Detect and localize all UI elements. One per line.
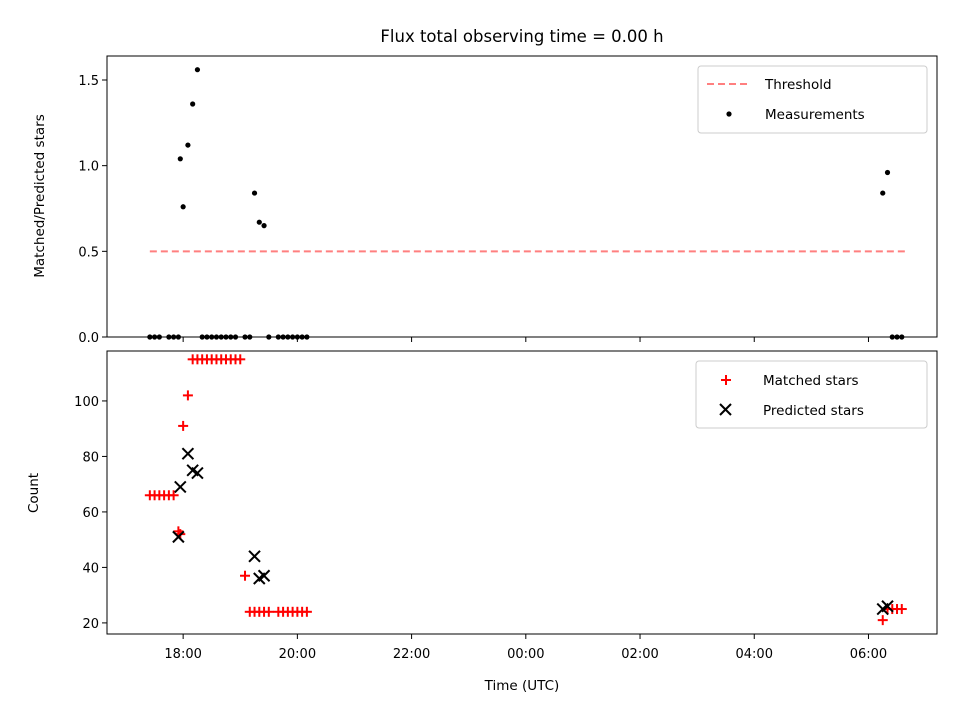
top-y-tick-label: 0.5 <box>78 245 99 260</box>
matched-star-point <box>182 390 193 401</box>
matched-star-point <box>896 604 907 615</box>
legend-measurements-label: Measurements <box>765 107 865 123</box>
x-tick-label: 22:00 <box>393 647 430 662</box>
matched-star-point <box>235 354 246 365</box>
bottom-y-tick-label: 40 <box>82 561 99 576</box>
predicted-star-point <box>191 466 204 480</box>
bottom-legend: Matched stars Predicted stars <box>695 360 928 429</box>
measurement-point <box>261 223 267 229</box>
top-legend-box <box>697 65 928 134</box>
measurement-point <box>884 169 891 176</box>
x-tick-label: 00:00 <box>507 647 544 662</box>
legend-measurements-swatch <box>726 111 732 117</box>
measurement-point <box>251 190 258 196</box>
legend-predicted-label: Predicted stars <box>763 403 864 419</box>
top-y-ticks: 0.0 0.5 1.0 1.5 <box>78 74 107 346</box>
top-legend: Threshold Measurements <box>697 65 928 134</box>
x-tick-label: 20:00 <box>279 647 316 662</box>
measurement-point <box>190 101 196 107</box>
matched-star-point <box>178 420 189 431</box>
predicted-star-point <box>881 600 894 613</box>
matched-star-point <box>263 606 274 617</box>
measurement-point <box>194 67 201 73</box>
legend-matched-swatch <box>721 375 731 385</box>
bottom-y-tick-label: 20 <box>82 617 99 632</box>
measurement-point <box>180 204 186 210</box>
predicted-star-point <box>181 447 195 460</box>
bottom-y-tick-label: 80 <box>82 450 99 465</box>
bottom-axes-frame <box>106 350 938 635</box>
bottom-marks <box>144 354 907 626</box>
legend-threshold-label: Threshold <box>764 77 832 93</box>
predicted-star-point <box>172 530 185 544</box>
bottom-y-ticks: 20 40 60 80 100 <box>74 395 107 632</box>
measurement-point <box>256 219 262 225</box>
top-y-tick-label: 0.0 <box>78 331 99 346</box>
top-y-axis-label: Matched/Predicted stars <box>32 114 48 277</box>
matched-star-point <box>301 606 312 617</box>
bottom-legend-box <box>695 360 928 429</box>
x-tick-label: 18:00 <box>164 647 201 662</box>
top-y-tick-label: 1.5 <box>78 74 99 89</box>
bottom-x-ticks: 18:00 20:00 22:00 00:00 02:00 04:00 06:00 <box>164 634 887 662</box>
chart-title: Flux total observing time = 0.00 h <box>380 27 663 46</box>
x-tick-label: 04:00 <box>736 647 773 662</box>
matched-star-point <box>877 615 888 626</box>
top-x-ticks <box>182 337 869 342</box>
measurement-point <box>177 156 183 162</box>
x-axis-label: Time (UTC) <box>484 678 560 694</box>
predicted-star-point <box>248 550 261 563</box>
bottom-y-tick-label: 60 <box>82 506 99 521</box>
bottom-y-tick-label: 100 <box>74 395 99 410</box>
matched-star-point <box>168 490 179 501</box>
bottom-y-axis-label: Count <box>26 473 42 513</box>
top-y-tick-label: 1.0 <box>78 160 99 175</box>
x-tick-label: 06:00 <box>850 647 887 662</box>
matched-star-point <box>240 570 251 581</box>
measurement-point <box>880 190 886 196</box>
legend-matched-label: Matched stars <box>763 373 859 389</box>
top-axes-frame <box>106 55 938 338</box>
top-panel: 0.0 0.5 1.0 1.5 Matched/Predicted stars Thr… <box>32 55 938 346</box>
x-tick-label: 02:00 <box>621 647 658 662</box>
predicted-star-point <box>174 480 187 494</box>
predicted-star-point <box>257 569 271 582</box>
measurement-point <box>185 142 191 148</box>
bottom-panel: 20 40 60 80 100 18:00 20:00 22:00 00:00 02:00 04:… <box>26 350 938 694</box>
legend-predicted-swatch <box>719 403 732 416</box>
